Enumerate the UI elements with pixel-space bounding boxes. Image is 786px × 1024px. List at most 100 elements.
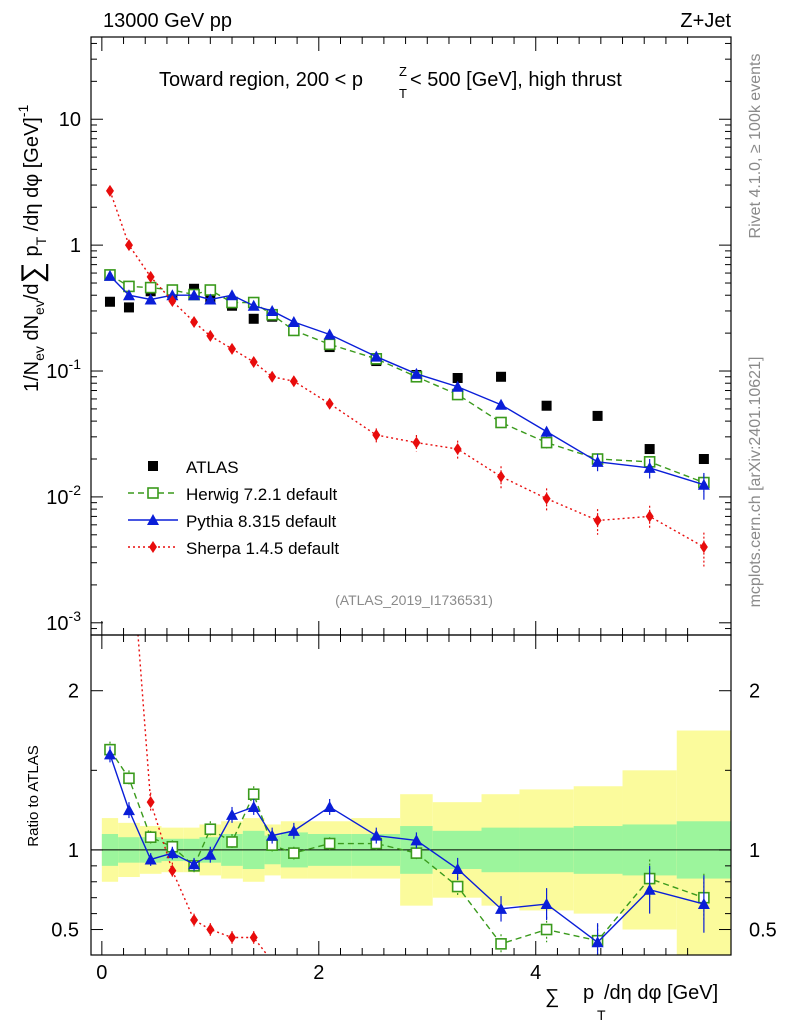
ratio-frame <box>90 634 732 956</box>
main-point-pythia <box>188 289 201 301</box>
ratio-axes: 0.5 0.5 1 1 2 2 0 2 4 <box>51 635 777 984</box>
legend-marker <box>147 514 159 525</box>
main-point-sherpa <box>497 470 506 483</box>
main-point-pythia <box>166 289 179 301</box>
ratio-y-tick-label-right: 1 <box>749 840 760 862</box>
ratio-point-pythia <box>266 829 279 841</box>
x-tick-label: 0 <box>96 962 107 984</box>
main-point-herwig <box>540 436 553 449</box>
main-point-sherpa <box>190 316 199 329</box>
legend-label: ATLAS <box>186 458 239 477</box>
main-y-axis-label-text: 1/Nev dNev/d∑ pT /dη dφ [GeV]-1 <box>15 104 49 392</box>
ratio-point-sherpa <box>168 864 177 877</box>
x-tick-label: 2 <box>313 962 324 984</box>
main-series <box>103 184 710 567</box>
ratio-y-tick-label-right: 0.5 <box>749 920 777 942</box>
main-point-pythia <box>266 304 279 316</box>
ratio-point-pythia <box>204 848 217 860</box>
legend-marker <box>148 461 158 471</box>
main-point-pythia <box>144 293 157 305</box>
ratio-point-pythia <box>103 748 116 760</box>
legend-label: Sherpa 1.4.5 default <box>186 539 339 558</box>
main-point-sherpa <box>289 375 298 388</box>
main-axes: 10 1 10-1 10-2 10-3 <box>46 37 731 636</box>
plot-title-sup: Z <box>399 64 407 79</box>
main-point-sherpa <box>105 184 114 197</box>
ratio-point-herwig <box>226 836 238 848</box>
ratio-point-pythia <box>540 898 553 910</box>
legend-label: Herwig 7.2.1 default <box>186 485 337 504</box>
ratio-y-tick-label-left: 0.5 <box>51 920 79 942</box>
main-point-pythia <box>204 293 217 305</box>
main-point-pythia <box>226 289 239 301</box>
main-y-tick-label: 10-2 <box>46 482 81 509</box>
ratio-point-pythia <box>495 902 508 914</box>
main-point-sherpa <box>168 294 177 307</box>
ratio-point-pythia <box>697 898 710 910</box>
legend: ATLAS Herwig 7.2.1 default Pythia 8.315 de… <box>128 458 339 558</box>
main-point-sherpa <box>453 443 462 456</box>
main-y-tick-label: 10 <box>59 109 81 131</box>
side-label-top: Rivet 4.1.0, ≥ 100k events <box>747 54 764 239</box>
ratio-point-pythia <box>122 804 135 816</box>
main-point-pythia <box>643 461 656 473</box>
x-axis-label-sub: T <box>597 1007 606 1023</box>
ratio-point-sherpa <box>206 923 215 936</box>
main-point-atlas <box>104 296 115 307</box>
main-y-tick-label: 1 <box>70 235 81 257</box>
main-point-pythia <box>370 350 383 362</box>
plot-title-main: Toward region, 200 < p <box>159 69 363 91</box>
x-axis-label-sum: ∑ <box>545 986 559 1008</box>
ratio-y-axis-label: Ratio to ATLAS <box>25 745 42 846</box>
main-y-tick-label: 10-3 <box>46 608 81 635</box>
main-point-pythia <box>323 328 336 340</box>
ratio-point-pythia <box>188 858 201 870</box>
plot-title: Toward region, 200 < p Z T < 500 [GeV], … <box>159 64 622 101</box>
main-point-herwig <box>144 281 157 294</box>
ratio-point-pythia <box>643 883 656 895</box>
ratio-series <box>103 635 710 955</box>
ratio-point-pythia <box>591 936 604 948</box>
main-line-herwig <box>109 274 705 484</box>
ratio-point-sherpa <box>228 931 237 944</box>
main-point-atlas <box>592 410 603 421</box>
ratio-point-pythia <box>451 863 464 875</box>
main-point-pythia <box>591 455 604 467</box>
main-point-atlas <box>541 400 552 411</box>
main-y-tick-label: 10-1 <box>46 356 81 383</box>
main-point-sherpa <box>228 342 237 355</box>
main-point-sherpa <box>699 541 708 554</box>
main-point-sherpa <box>268 370 277 383</box>
ratio-point-herwig <box>144 831 157 843</box>
x-axis-label: ∑ p T /dη dφ [GeV] <box>545 982 718 1023</box>
plot-title-sub: T <box>399 86 407 101</box>
ratio-point-pythia <box>226 808 239 820</box>
ratio-point-herwig <box>204 823 217 836</box>
main-point-pythia <box>697 478 710 490</box>
ratio-point-sherpa <box>190 913 199 926</box>
main-point-herwig <box>323 338 336 351</box>
main-point-sherpa <box>542 492 551 505</box>
main-point-atlas <box>452 373 463 384</box>
legend-marker <box>149 541 157 553</box>
legend-label: Pythia 8.315 default <box>186 512 337 531</box>
main-point-pythia <box>103 269 116 281</box>
main-point-sherpa <box>645 510 654 523</box>
ratio-point-herwig <box>323 837 336 850</box>
ratio-point-herwig <box>540 923 553 936</box>
x-tick-label: 4 <box>530 962 541 984</box>
main-point-herwig <box>495 416 507 429</box>
ratio-point-herwig <box>410 847 423 859</box>
main-point-atlas <box>248 313 259 324</box>
main-line-pythia <box>109 275 705 486</box>
main-point-sherpa <box>206 329 215 342</box>
main-point-pythia <box>410 367 423 379</box>
side-label-bottom: mcplots.cern.ch [arXiv:2401.10621] <box>747 357 764 608</box>
ratio-y-tick-label-left: 2 <box>68 681 79 703</box>
main-point-sherpa <box>412 436 421 449</box>
main-point-pythia <box>122 289 135 301</box>
main-point-atlas <box>123 302 134 313</box>
main-point-sherpa <box>249 355 258 368</box>
main-point-atlas <box>644 444 655 455</box>
